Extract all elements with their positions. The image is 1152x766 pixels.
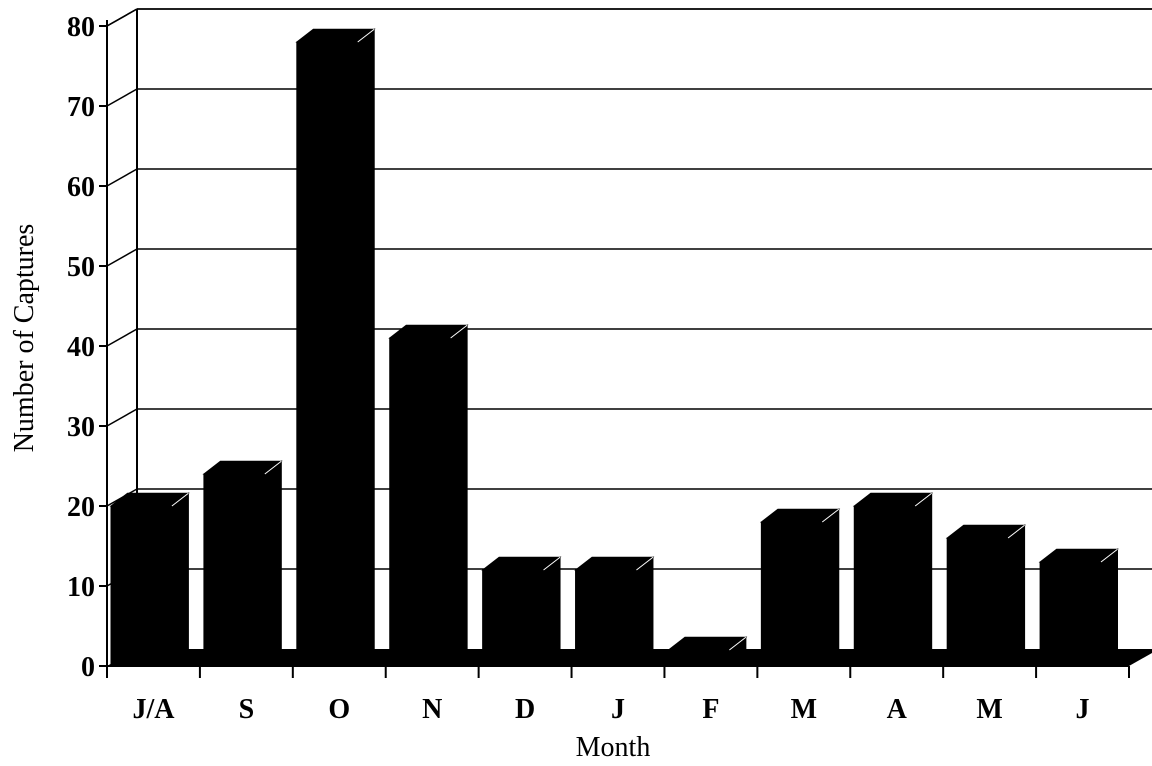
bar: [945, 524, 1027, 668]
y-tick-label: 80: [67, 12, 95, 43]
y-tick-label: 30: [67, 412, 95, 443]
x-tick-label: D: [515, 694, 535, 725]
y-tick-label: 40: [67, 332, 95, 363]
x-tick-label: M: [976, 694, 1002, 725]
x-tick-label: F: [702, 694, 719, 725]
bar-side: [1100, 548, 1118, 668]
bar-side: [543, 556, 561, 668]
x-tick-label: J/A: [132, 694, 175, 725]
bar-side: [821, 508, 840, 668]
bar-front: [203, 473, 266, 667]
bar-side: [171, 492, 189, 668]
bar-edge: [636, 556, 654, 571]
bar-front: [575, 569, 637, 667]
bar-edge: [357, 28, 375, 43]
bar-edge: [450, 324, 468, 339]
bar-edge: [264, 460, 282, 475]
bar-front: [760, 521, 823, 667]
bar: [666, 636, 748, 668]
bar-edge: [821, 508, 840, 523]
y-tick-label: 60: [67, 172, 95, 203]
y-tick-label: 20: [67, 492, 95, 523]
y-tick-label: 10: [67, 572, 95, 603]
bar-front: [853, 505, 916, 667]
bar-front: [1039, 561, 1102, 667]
bar-front: [389, 337, 452, 667]
gridline-side: [106, 328, 138, 347]
gridline-side: [106, 408, 138, 427]
gridline-side: [106, 88, 138, 107]
x-tick-labels: J/A S O N D J F M A M J: [132, 694, 1089, 725]
axes: [99, 8, 1152, 678]
bar-edge: [171, 492, 189, 507]
bar: [109, 492, 190, 668]
bar-edge: [914, 492, 932, 507]
bar: [574, 556, 655, 668]
y-tick-label: 0: [81, 652, 95, 683]
bar-side: [635, 556, 654, 668]
y-axis-title: Number of Captures: [9, 224, 40, 453]
x-tick-label: S: [239, 694, 255, 725]
side-top-edge: [106, 8, 138, 27]
bar-side: [450, 324, 468, 668]
x-axis-title: Month: [576, 732, 651, 763]
bar-side: [264, 460, 282, 668]
bar-edge: [1007, 524, 1025, 539]
bar: [202, 460, 283, 668]
y-tick-label: 50: [67, 252, 95, 283]
x-tick-label: J: [611, 694, 625, 725]
x-tick-label: J: [1076, 694, 1090, 725]
gridline-side: [106, 168, 138, 187]
bar: [388, 324, 469, 668]
gridline-side: [106, 248, 138, 267]
bar-side: [1007, 524, 1026, 668]
bar: [295, 28, 376, 668]
x-tick-label: M: [791, 694, 817, 725]
bar-side: [914, 492, 933, 668]
y-tick-labels: 0 10 20 30 40 50 60 70 80: [67, 12, 95, 683]
bar-front: [110, 505, 173, 667]
bar-front: [296, 41, 359, 667]
x-tick-label: A: [887, 694, 908, 725]
bar: [759, 508, 841, 668]
x-tick-label: O: [328, 694, 350, 725]
y-tick-label: 70: [67, 92, 95, 123]
bar-edge: [729, 636, 747, 651]
bars: [107, 28, 1152, 668]
bar-front: [667, 649, 730, 667]
bar: [481, 556, 562, 668]
bar: [1038, 548, 1119, 668]
bar-front: [946, 537, 1009, 667]
bar-edge: [1100, 548, 1118, 563]
bar-side: [357, 28, 375, 668]
bar: [852, 492, 934, 668]
bar-front: [482, 569, 545, 667]
bar-edge: [543, 556, 561, 571]
x-tick-label: N: [422, 694, 442, 725]
